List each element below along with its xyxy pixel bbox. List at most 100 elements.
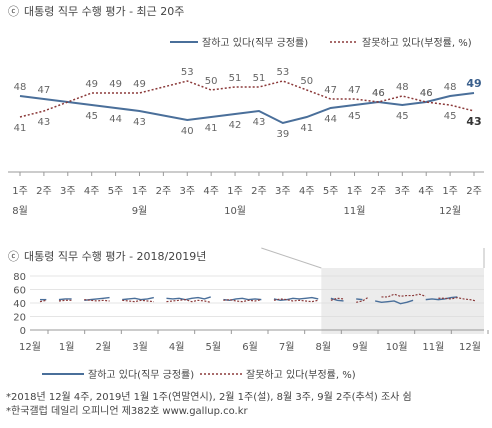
data-label-approve: 41: [300, 123, 313, 134]
mini-month-label: 2월: [96, 341, 112, 353]
data-label-approve: 42: [229, 120, 242, 131]
mini-series-disapprove: [122, 299, 154, 303]
week-tick-label: 4주: [84, 186, 100, 197]
legend-approve-label: 잘하고 있다(직무 긍정률): [202, 36, 308, 49]
week-tick-label: 1주: [347, 186, 363, 197]
week-tick-label: 1주: [12, 186, 28, 197]
week-tick-label: 3주: [275, 186, 291, 197]
mini-month-label: 7월: [279, 341, 295, 353]
mini-series-approve: [330, 297, 344, 302]
data-label-disapprove: 50: [300, 76, 313, 87]
data-label-approve: 45: [85, 111, 98, 122]
data-label-disapprove: 51: [253, 73, 266, 84]
month-tick-label: 8월: [12, 205, 28, 217]
month-tick-label: 9월: [132, 205, 148, 217]
data-label-approve: 40: [181, 126, 194, 137]
y-tick-label: 0: [20, 326, 26, 337]
mini-series-approve: [356, 298, 363, 301]
main-chart-title: 대통령 직무 수행 평가 - 최근 20주: [24, 5, 184, 18]
data-label-approve: 45: [396, 111, 409, 122]
legend2-disapprove-label: 잘못하고 있다(부정률, %): [246, 368, 356, 381]
footnote-2: *한국갤럽 데일리 오피니언 제382호 www.gallup.co.kr: [6, 405, 249, 417]
week-tick-label: 2주: [371, 186, 387, 197]
data-label-approve: 41: [205, 123, 218, 134]
highlight-region: [321, 268, 484, 334]
week-tick-label: 5주: [323, 186, 339, 197]
data-label-disapprove: 53: [181, 67, 194, 78]
mini-month-label: 5월: [206, 341, 222, 353]
data-label-disapprove: 45: [444, 111, 457, 122]
data-label-approve: 39: [276, 129, 289, 140]
series-line-approve: [19, 92, 475, 125]
data-label-disapprove: 46: [420, 88, 433, 99]
week-tick-label: 1주: [442, 186, 458, 197]
data-label-disapprove: 47: [324, 85, 337, 96]
week-tick-label: 2주: [36, 186, 52, 197]
data-label-approve: 43: [133, 117, 146, 128]
month-tick-label: 10월: [224, 205, 246, 217]
data-label-disapprove: 41: [14, 123, 27, 134]
week-tick-label: 2주: [251, 186, 267, 197]
mini-month-label: 1월: [59, 341, 75, 353]
mini-series-disapprove: [356, 296, 370, 303]
data-label-approve: 49: [466, 77, 481, 90]
month-tick-label: 12월: [439, 205, 461, 217]
data-label-approve: 46: [420, 88, 433, 99]
mini-series-disapprove: [381, 293, 426, 298]
month-tick-label: 11월: [344, 205, 366, 217]
mini-month-label: 3월: [132, 341, 148, 353]
mini-month-label: 10월: [386, 341, 408, 353]
legend2-approve-label: 잘하고 있다(직무 긍정률): [88, 368, 194, 381]
data-label-approve: 45: [348, 111, 361, 122]
week-tick-label: 3주: [179, 186, 195, 197]
mini-series-disapprove: [273, 298, 319, 303]
data-label-disapprove: 49: [109, 79, 122, 90]
mini-series-approve: [375, 299, 414, 305]
y-tick-label: 60: [13, 286, 26, 297]
data-label-approve: 43: [253, 117, 266, 128]
mini-series-disapprove: [84, 299, 110, 302]
zoom-connector: [261, 247, 322, 269]
week-tick-label: 2주: [466, 186, 482, 197]
mini-month-label: 8월: [316, 341, 332, 353]
mini-series-approve: [223, 297, 262, 302]
week-tick-label: 4주: [418, 186, 434, 197]
data-label-disapprove: 43: [38, 117, 51, 128]
mini-series-disapprove: [166, 299, 211, 303]
mini-series-disapprove: [330, 297, 344, 301]
data-label-approve: 48: [444, 82, 457, 93]
data-label-approve: 46: [372, 88, 385, 99]
data-label-disapprove: 49: [133, 79, 146, 90]
data-label-approve: 44: [109, 114, 122, 125]
data-label-disapprove: 48: [396, 82, 409, 93]
mini-series-approve: [273, 296, 319, 302]
week-tick-label: 1주: [227, 186, 243, 197]
data-label-disapprove: 49: [85, 79, 98, 90]
data-label-disapprove: 51: [229, 73, 242, 84]
week-tick-label: 4주: [299, 186, 315, 197]
copyright-icon-2: ⓒ: [8, 250, 19, 263]
data-label-disapprove: 47: [348, 85, 361, 96]
mini-month-label: 12월: [19, 341, 41, 353]
mini-month-label: 4월: [169, 341, 185, 353]
mini-month-label: 11월: [422, 341, 444, 353]
mini-series-approve: [122, 296, 154, 301]
mini-series-approve: [425, 296, 458, 301]
data-label-disapprove: 46: [372, 88, 385, 99]
data-label-approve: 48: [14, 82, 27, 93]
mini-series-approve: [58, 298, 72, 301]
week-tick-label: 3주: [60, 186, 76, 197]
mini-month-label: 9월: [352, 341, 368, 353]
data-label-disapprove: 53: [276, 67, 289, 78]
mini-series-disapprove: [438, 296, 477, 302]
week-tick-label: 4주: [203, 186, 219, 197]
data-label-approve: 44: [324, 114, 337, 125]
week-tick-label: 3주: [395, 186, 411, 197]
y-tick-label: 20: [13, 313, 26, 324]
data-label-approve: 47: [38, 85, 51, 96]
mini-month-label: 6월: [242, 341, 258, 353]
footnote-1: *2018년 12월 4주, 2019년 1월 1주(연말연시), 2월 1주(…: [6, 391, 412, 403]
week-tick-label: 1주: [132, 186, 148, 197]
week-tick-label: 2주: [156, 186, 172, 197]
